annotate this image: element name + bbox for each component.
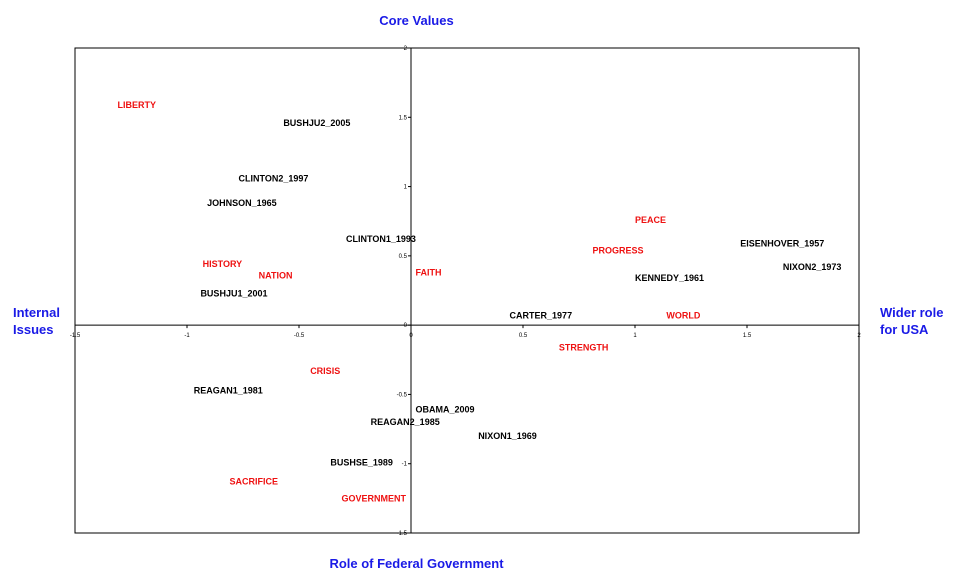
president-label: NIXON2_1973 <box>783 262 842 272</box>
president-label: OBAMA_2009 <box>415 405 474 415</box>
president-label: BUSHSE_1989 <box>330 457 393 467</box>
left-axis-title-line: Issues <box>13 322 54 337</box>
y-tick-label: 1 <box>404 185 408 191</box>
bottom-axis-title: Role of Federal Government <box>329 556 504 571</box>
president-label: EISENHOVER_1957 <box>740 238 824 248</box>
right-axis-title-line: for USA <box>880 322 929 337</box>
left-axis-title-line: Internal <box>13 305 60 320</box>
keyword-label: PEACE <box>635 215 666 225</box>
tick-labels: -1.5 -1 -0.5 0 0.5 1 1.5 2 -1.5 -1 -0.5 0 0.5 1 1.5 2 <box>70 46 862 537</box>
keyword-label: WORLD <box>666 310 700 320</box>
x-tick-label: -1.5 <box>70 333 81 339</box>
x-tick-label: 0.5 <box>519 333 528 339</box>
y-tick-label: -0.5 <box>397 392 408 398</box>
left-axis-title: Internal Issues <box>13 304 60 338</box>
axes <box>75 48 859 533</box>
keyword-label: GOVERNMENT <box>342 493 407 503</box>
keyword-label: PROGRESS <box>592 245 643 255</box>
president-label: CLINTON1_1993 <box>346 234 416 244</box>
y-tick-label: 1.5 <box>399 115 408 121</box>
keyword-label: SACRIFICE <box>230 477 279 487</box>
x-tick-label: 1 <box>633 333 637 339</box>
y-tick-label: 0.5 <box>399 254 408 260</box>
president-label: KENNEDY_1961 <box>635 273 704 283</box>
x-tick-label: -0.5 <box>294 333 305 339</box>
president-label: CLINTON2_1997 <box>239 173 309 183</box>
x-tick-label: -1 <box>184 333 190 339</box>
keyword-label: FAITH <box>415 267 441 277</box>
plot-frame <box>74 47 860 534</box>
keyword-label: HISTORY <box>203 259 243 269</box>
keyword-label: LIBERTY <box>118 100 157 110</box>
president-label: BUSHJU2_2005 <box>283 118 350 128</box>
y-tick-label: 2 <box>404 46 408 52</box>
president-label: REAGAN1_1981 <box>194 385 263 395</box>
president-label: NIXON1_1969 <box>478 431 537 441</box>
x-tick-label: 0 <box>409 333 413 339</box>
y-tick-label: 0 <box>404 323 408 329</box>
keyword-label: STRENGTH <box>559 342 609 352</box>
x-tick-label: 1.5 <box>743 333 752 339</box>
x-tick-label: 2 <box>857 333 861 339</box>
top-axis-title: Core Values <box>379 13 454 28</box>
data-labels: BUSHJU2_2005 CLINTON2_1997 JOHNSON_1965 CLI… <box>118 100 842 504</box>
y-tick-label: -1 <box>402 462 408 468</box>
right-axis-title-line: Wider role <box>880 305 944 320</box>
president-label: CARTER_1977 <box>510 310 573 320</box>
president-label: REAGAN2_1985 <box>371 417 440 427</box>
y-tick-label: -1.5 <box>397 531 408 537</box>
keyword-label: NATION <box>259 270 293 280</box>
president-label: BUSHJU1_2001 <box>200 288 267 298</box>
right-axis-title: Wider role for USA <box>880 304 943 338</box>
president-label: JOHNSON_1965 <box>207 198 277 208</box>
keyword-label: CRISIS <box>310 366 340 376</box>
